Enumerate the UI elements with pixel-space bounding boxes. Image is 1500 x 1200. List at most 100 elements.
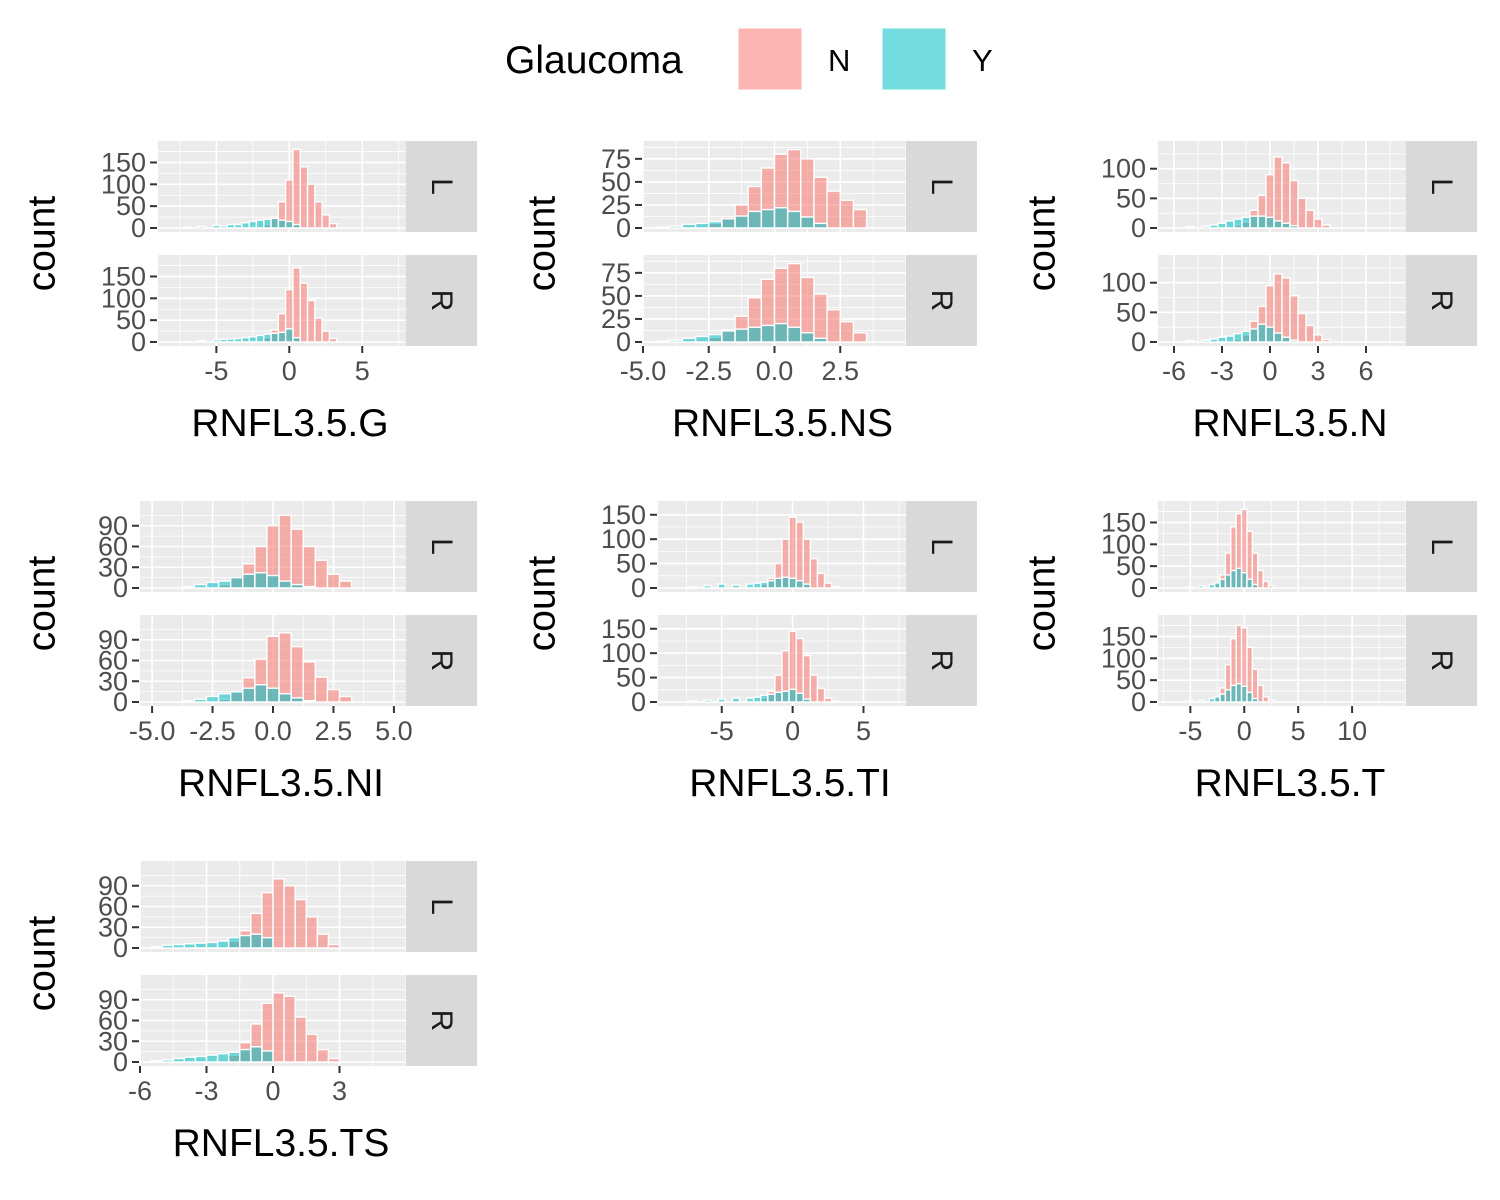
bar-y — [1209, 338, 1219, 343]
bar-y — [1240, 685, 1248, 703]
bar-y — [277, 331, 287, 343]
bar-n — [802, 654, 812, 703]
bar-n — [816, 687, 826, 703]
bar-n — [302, 545, 317, 589]
bar-n — [326, 573, 341, 589]
bar-y — [1225, 335, 1235, 343]
y-axis-title: count — [21, 556, 64, 652]
bar-y — [266, 574, 280, 589]
x-axis-title: RNFL3.5.TS — [173, 1122, 390, 1165]
bar-n — [1321, 338, 1331, 343]
bar-n — [316, 1048, 330, 1063]
bar-y — [239, 934, 252, 949]
bar-y — [1185, 226, 1195, 229]
x-tick-label: 0 — [265, 1076, 280, 1106]
bar-y — [1246, 691, 1254, 703]
x-tick-label: -5 — [204, 356, 228, 386]
bar-y — [1197, 699, 1205, 703]
bar-y — [1185, 340, 1195, 343]
bar-n — [1321, 224, 1331, 229]
bar-y — [205, 695, 220, 703]
y-tick-label: 90 — [98, 871, 128, 901]
bar-y — [292, 223, 301, 229]
bar-y — [800, 216, 815, 229]
y-tick-label: 0 — [616, 213, 631, 243]
x-tick-label: 0 — [785, 716, 800, 746]
bar-y — [233, 337, 243, 343]
facet-strip — [1406, 141, 1477, 232]
bar-y — [278, 693, 292, 703]
bar-n — [1297, 197, 1307, 229]
bar-n — [338, 580, 353, 589]
bar-y — [150, 945, 163, 949]
bar-y — [813, 337, 828, 343]
y-tick-label: 0 — [113, 687, 128, 717]
bar-y — [292, 336, 301, 343]
y-tick-label: 60 — [98, 532, 128, 562]
bar-y — [183, 943, 197, 949]
x-tick-label: -5 — [710, 716, 734, 746]
bar-y — [241, 336, 250, 343]
bar-y — [242, 573, 256, 589]
bar-y — [161, 944, 174, 949]
x-axis-title: RNFL3.5.NI — [178, 762, 384, 805]
y-tick-label: 90 — [98, 985, 128, 1015]
bar-n — [302, 661, 317, 703]
bar-y — [302, 585, 317, 589]
y-tick-label: 50 — [116, 305, 146, 335]
bar-y — [181, 585, 196, 589]
bar-n — [1251, 668, 1259, 703]
y-tick-label: 50 — [601, 167, 631, 197]
bar-y — [781, 576, 790, 589]
facet-strip-label: R — [1425, 650, 1458, 672]
y-tick-label: 0 — [131, 327, 146, 357]
y-tick-label: 25 — [601, 190, 631, 220]
y-tick-label: 50 — [601, 281, 631, 311]
bar-y — [752, 696, 762, 703]
bar-y — [239, 1048, 252, 1063]
bar-y — [717, 583, 727, 589]
y-axis-title: count — [1021, 196, 1064, 292]
bar-y — [217, 693, 232, 703]
bar-y — [1217, 336, 1227, 343]
bar-y — [802, 698, 812, 703]
bar-y — [248, 220, 258, 229]
bar-n — [299, 282, 309, 343]
bar-y — [1233, 218, 1243, 229]
bar-y — [681, 223, 697, 229]
bar-n — [338, 695, 353, 703]
bar-n — [809, 674, 819, 703]
facet-strip — [1406, 615, 1477, 706]
bar-y — [1289, 339, 1299, 343]
y-tick-label: 150 — [1101, 621, 1146, 651]
facet-strip — [406, 975, 477, 1066]
bar-y — [261, 936, 274, 949]
panel-background — [1158, 615, 1406, 706]
bar-y — [795, 579, 804, 589]
y-tick-label: 50 — [116, 191, 146, 221]
facet-strip-label: L — [1425, 538, 1458, 555]
bar-y — [205, 941, 219, 949]
x-tick-label: 5.0 — [375, 716, 413, 746]
bar-y — [668, 339, 684, 343]
bar-n — [1251, 552, 1259, 589]
y-tick-label: 150 — [601, 614, 646, 644]
bar-n — [314, 317, 323, 343]
bar-y — [802, 583, 812, 589]
y-tick-label: 60 — [98, 1006, 128, 1036]
bar-y — [703, 699, 712, 703]
bar-n — [328, 337, 338, 343]
y-tick-label: 30 — [98, 912, 128, 942]
bar-y — [290, 583, 304, 589]
bar-y — [150, 1059, 163, 1063]
bar-y — [1249, 328, 1259, 343]
bar-y — [242, 687, 256, 703]
bar-y — [1186, 700, 1194, 703]
